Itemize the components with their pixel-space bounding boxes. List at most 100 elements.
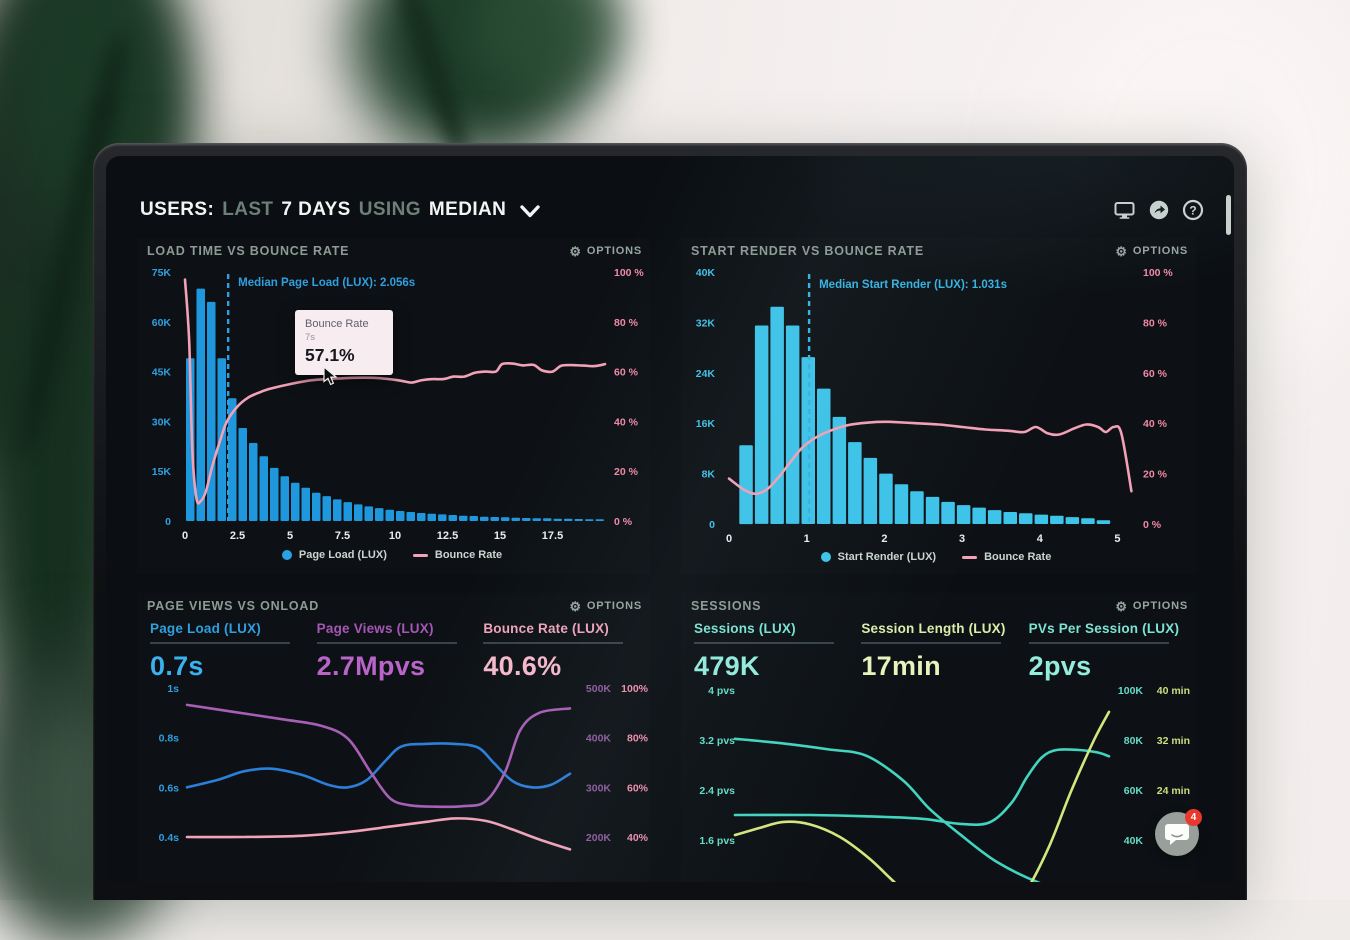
metric-session-length: Session Length (LUX) 17min	[861, 621, 1028, 682]
laptop: USERS: LAST 7 DAYS USING MEDIAN ?	[93, 143, 1247, 900]
metric-divider	[150, 642, 290, 644]
gear-icon: ⚙	[1115, 245, 1127, 258]
metric-value: 2pvs	[1029, 651, 1196, 682]
metric-divider	[861, 642, 1001, 644]
panel-title: START RENDER VS BOUNCE RATE	[691, 244, 924, 258]
svg-text:?: ?	[1189, 203, 1196, 217]
metric-pvs-per-session: PVs Per Session (LUX) 2pvs	[1029, 621, 1196, 682]
svg-text:0.8s: 0.8s	[159, 733, 180, 745]
svg-text:100 %: 100 %	[614, 267, 644, 279]
mouse-cursor	[323, 366, 339, 386]
chart-legend: Page Load (LUX) Bounce Rate	[177, 549, 607, 561]
options-button[interactable]: ⚙OPTIONS	[569, 600, 642, 613]
svg-text:0.4s: 0.4s	[159, 832, 180, 844]
svg-text:Median Start Render (LUX): 1.0: Median Start Render (LUX): 1.031s	[819, 279, 1007, 291]
svg-text:0: 0	[165, 516, 171, 528]
svg-text:80%: 80%	[627, 733, 649, 745]
legend-dot-icon	[282, 550, 292, 560]
svg-text:4: 4	[1037, 533, 1044, 545]
svg-text:16K: 16K	[696, 418, 716, 430]
svg-text:60K: 60K	[1124, 785, 1144, 797]
svg-text:12.5: 12.5	[437, 530, 458, 542]
tooltip-title: Bounce Rate	[305, 318, 383, 330]
share-icon[interactable]	[1147, 199, 1170, 222]
dashboard-header: USERS: LAST 7 DAYS USING MEDIAN ?	[140, 196, 1204, 224]
svg-text:60 %: 60 %	[614, 367, 639, 379]
svg-text:100%: 100%	[621, 683, 649, 695]
header-title-segment: USERS:	[140, 199, 214, 221]
svg-text:15K: 15K	[152, 466, 172, 478]
svg-text:8K: 8K	[702, 469, 716, 481]
gear-icon: ⚙	[569, 245, 581, 258]
display-icon[interactable]	[1113, 199, 1136, 222]
dashboard-screen: USERS: LAST 7 DAYS USING MEDIAN ?	[106, 156, 1234, 882]
svg-text:60%: 60%	[627, 782, 649, 794]
legend-item: Start Render (LUX)	[821, 551, 936, 563]
svg-text:20 %: 20 %	[614, 466, 639, 478]
svg-text:7.5: 7.5	[335, 530, 350, 542]
panel-start-render-vs-bounce-rate: START RENDER VS BOUNCE RATE ⚙OPTIONS 40K…	[681, 238, 1196, 574]
chat-unread-badge: 4	[1185, 809, 1202, 826]
svg-text:Median Page Load (LUX): 2.056s: Median Page Load (LUX): 2.056s	[238, 277, 415, 289]
header-title-segment: USING	[359, 199, 421, 221]
svg-text:0: 0	[709, 519, 715, 531]
svg-text:1: 1	[804, 533, 810, 545]
metric-label: Page Load (LUX)	[150, 621, 317, 636]
svg-text:4 pvs: 4 pvs	[708, 685, 735, 697]
svg-text:20 %: 20 %	[1143, 469, 1168, 481]
header-title-segment: 7 DAYS	[281, 199, 350, 221]
svg-text:200K: 200K	[586, 832, 612, 844]
svg-text:40%: 40%	[627, 832, 649, 844]
metric-label: Bounce Rate (LUX)	[483, 621, 650, 636]
svg-text:60 %: 60 %	[1143, 368, 1168, 380]
svg-text:80 %: 80 %	[614, 317, 639, 329]
metric-value: 479K	[694, 651, 861, 682]
svg-text:45K: 45K	[152, 367, 172, 379]
legend-dot-icon	[821, 552, 831, 562]
scrollbar-thumb[interactable]	[1226, 195, 1231, 235]
chat-launcher-button[interactable]: 4	[1155, 812, 1199, 856]
tooltip-x-value: 7s	[305, 332, 383, 343]
svg-text:40K: 40K	[1124, 835, 1144, 847]
metric-label: Sessions (LUX)	[694, 621, 861, 636]
gear-icon: ⚙	[1115, 600, 1127, 613]
svg-text:15: 15	[494, 530, 506, 542]
metric-row: Sessions (LUX) 479K Session Length (LUX)…	[694, 621, 1196, 682]
svg-text:40K: 40K	[696, 267, 716, 279]
header-title-segment: MEDIAN	[429, 199, 506, 221]
chevron-down-icon[interactable]	[520, 205, 540, 218]
svg-text:75K: 75K	[152, 267, 172, 279]
svg-text:400K: 400K	[586, 733, 612, 745]
options-button[interactable]: ⚙OPTIONS	[1115, 600, 1188, 613]
svg-text:0: 0	[182, 530, 188, 542]
svg-text:100K: 100K	[1118, 685, 1144, 697]
svg-text:500K: 500K	[586, 683, 612, 695]
help-icon[interactable]: ?	[1181, 199, 1204, 222]
metric-label: PVs Per Session (LUX)	[1029, 621, 1196, 636]
options-button[interactable]: ⚙OPTIONS	[569, 245, 642, 258]
svg-text:80K: 80K	[1124, 735, 1144, 747]
panel-title: SESSIONS	[691, 599, 761, 613]
metric-row: Page Load (LUX) 0.7s Page Views (LUX) 2.…	[150, 621, 650, 682]
metric-value: 40.6%	[483, 651, 650, 682]
panel-page-views-vs-onload: PAGE VIEWS VS ONLOAD ⚙OPTIONS Page Load …	[137, 593, 650, 882]
svg-text:5: 5	[287, 530, 293, 542]
header-icon-group: ?	[1113, 199, 1204, 222]
svg-text:1.6 pvs: 1.6 pvs	[699, 835, 735, 847]
users-range-dropdown[interactable]: USERS: LAST 7 DAYS USING MEDIAN	[140, 199, 540, 221]
gear-icon: ⚙	[569, 600, 581, 613]
metric-label: Session Length (LUX)	[861, 621, 1028, 636]
svg-text:3: 3	[959, 533, 965, 545]
svg-text:1s: 1s	[167, 683, 179, 695]
tooltip-value: 57.1%	[305, 345, 383, 366]
svg-text:32K: 32K	[696, 317, 716, 329]
legend-item: Bounce Rate	[962, 551, 1051, 563]
svg-text:60K: 60K	[152, 317, 172, 329]
svg-text:2.4 pvs: 2.4 pvs	[699, 785, 735, 797]
metric-divider	[1029, 642, 1169, 644]
options-button[interactable]: ⚙OPTIONS	[1115, 245, 1188, 258]
svg-text:0 %: 0 %	[614, 516, 633, 528]
metric-bounce-rate: Bounce Rate (LUX) 40.6%	[483, 621, 650, 682]
